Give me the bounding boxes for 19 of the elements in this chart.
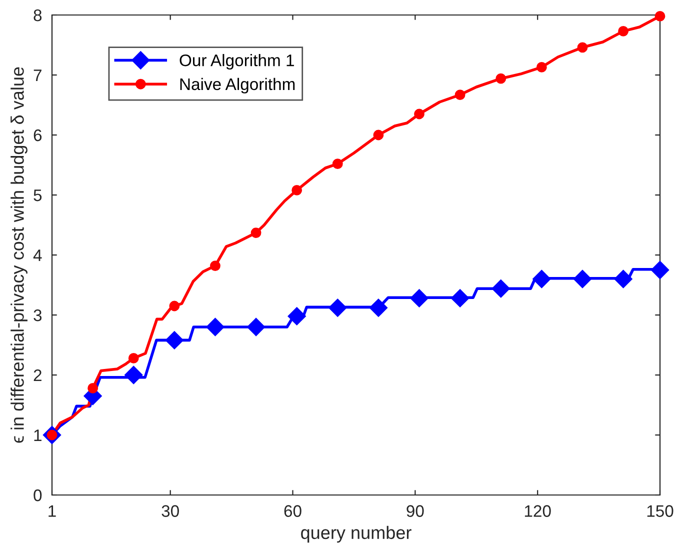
x-tick-label: 120 [524,505,551,517]
y-tick-label: 6 [34,129,42,142]
y-axis-title: ϵ in differential-privacy cost with budget δ value [10,67,28,443]
x-tick-label: 60 [284,505,302,517]
y-tick-label: 8 [34,9,42,22]
x-tick-label: 1 [48,505,56,517]
y-tick-label: 1 [34,430,42,442]
legend-label: Our Algorithm 1 [180,54,294,70]
y-tick-label: 5 [34,190,42,202]
x-tick-label: 150 [647,505,674,517]
legend-label: Naive Algorithm [180,78,295,94]
y-tick-label: 2 [34,369,42,382]
x-tick-label: 90 [406,505,424,517]
y-tick-label: 7 [34,70,42,82]
y-tick-label: 4 [33,250,42,262]
x-tick-label: 30 [162,505,179,517]
y-tick-label: 3 [34,309,42,322]
y-tick-label: 0 [34,489,42,502]
x-axis-title: query number [301,526,412,543]
